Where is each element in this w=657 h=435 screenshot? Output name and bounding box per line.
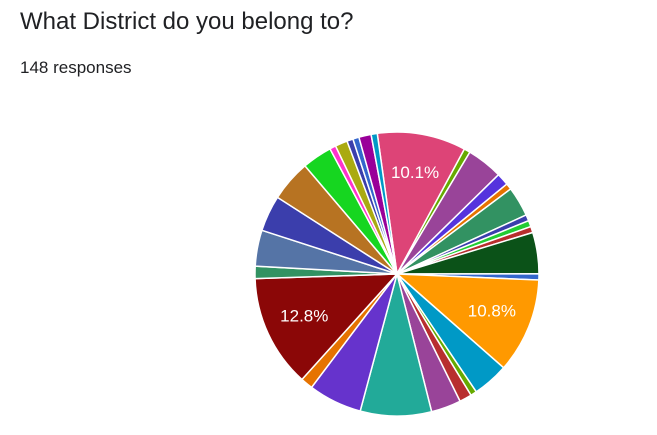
- slice-label: 12.8%: [280, 307, 328, 326]
- slice-label: 10.8%: [468, 302, 516, 321]
- slice-label: 10.1%: [391, 163, 439, 182]
- pie-slice: [254, 273, 399, 381]
- chart-title: What District do you belong to?: [20, 8, 354, 35]
- response-count: 148 responses: [20, 58, 132, 77]
- pie-slice: [394, 273, 540, 369]
- pie-slice: [376, 131, 466, 277]
- pie-slice: [370, 132, 398, 275]
